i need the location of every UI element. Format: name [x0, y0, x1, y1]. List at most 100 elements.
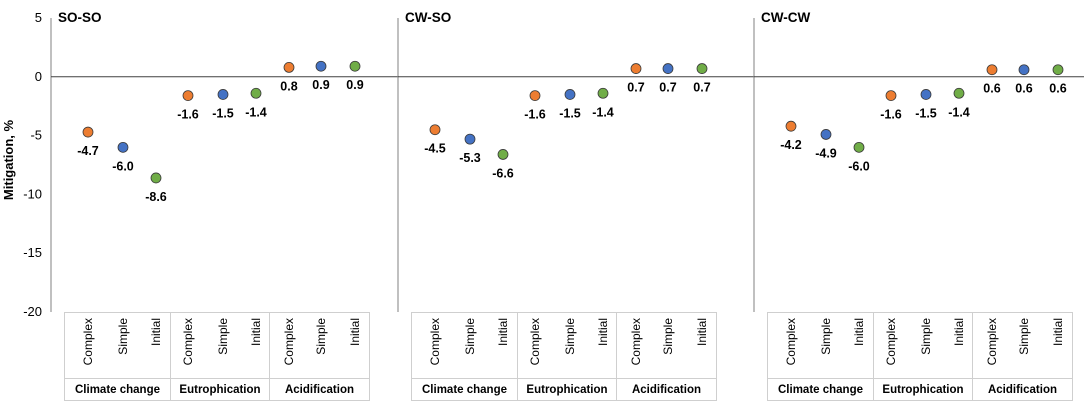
- data-label: -1.4: [592, 105, 614, 119]
- data-point-simple: [315, 60, 327, 72]
- data-point-complex: [885, 90, 897, 102]
- method-label: Complex: [81, 318, 95, 365]
- data-point-initial: [497, 149, 509, 160]
- method-label: Initial: [249, 318, 263, 346]
- data-label: 0.8: [280, 79, 297, 93]
- data-point-initial: [853, 141, 865, 153]
- y-tick-label: 5: [35, 10, 42, 25]
- panel-cw-so: CW-SO Climate change Eutrophication Acidifi…: [397, 10, 754, 401]
- data-label: -1.5: [559, 106, 581, 120]
- method-label: Simple: [919, 318, 933, 355]
- data-label: -4.7: [77, 144, 99, 158]
- data-point-initial: [349, 60, 361, 72]
- y-tick-label: 0: [35, 69, 42, 84]
- y-tick-label: -5: [30, 128, 42, 143]
- category-group-label: Eutrophication: [179, 384, 260, 396]
- data-point-initial: [597, 87, 609, 99]
- data-label: -6.0: [848, 159, 870, 173]
- category-group-label: Acidification: [988, 384, 1057, 396]
- data-label: -1.5: [915, 106, 937, 120]
- method-label: Initial: [695, 318, 709, 346]
- method-label: Complex: [428, 318, 442, 365]
- data-point-simple: [117, 141, 129, 153]
- data-label: -1.4: [245, 105, 267, 119]
- data-point-simple: [464, 133, 476, 145]
- method-label: Simple: [661, 318, 675, 355]
- method-label: Initial: [596, 318, 610, 346]
- data-point-simple: [820, 129, 832, 140]
- method-label: Simple: [314, 318, 328, 355]
- data-point-simple: [564, 89, 576, 100]
- data-label: -4.9: [815, 146, 837, 160]
- data-label: 0.7: [693, 81, 710, 95]
- data-point-initial: [696, 63, 708, 74]
- data-label: -6.0: [112, 159, 134, 173]
- category-group-label: Climate change: [422, 384, 507, 396]
- data-label: 0.7: [659, 81, 676, 95]
- category-group-label: Acidification: [285, 384, 354, 396]
- panel-title: CW-CW: [761, 10, 810, 25]
- category-group-label: Acidification: [632, 384, 701, 396]
- data-label: 0.9: [346, 78, 363, 92]
- data-label: 0.6: [1049, 82, 1066, 96]
- y-tick-label: -15: [23, 245, 42, 260]
- method-label: Simple: [1017, 318, 1031, 355]
- method-label: Initial: [348, 318, 362, 346]
- method-label: Initial: [1051, 318, 1065, 346]
- data-point-complex: [429, 124, 441, 136]
- panel-so-so: 5 0 -5 -10 -15 -20 SO-SO Climate change Eutrophi…: [23, 10, 398, 401]
- method-label: Simple: [819, 318, 833, 355]
- data-point-initial: [250, 87, 262, 99]
- data-point-complex: [986, 64, 998, 76]
- panel-title: SO-SO: [58, 10, 102, 25]
- y-tick-label: -20: [23, 304, 42, 319]
- data-label: -4.2: [780, 138, 802, 152]
- data-point-complex: [529, 90, 541, 102]
- data-label: -4.5: [424, 142, 446, 156]
- category-group-label: Climate change: [778, 384, 863, 396]
- category-group-label: Eutrophication: [526, 384, 607, 396]
- data-label: -1.4: [948, 105, 970, 119]
- method-label: Simple: [463, 318, 477, 355]
- method-label: Complex: [884, 318, 898, 365]
- data-point-complex: [82, 126, 94, 138]
- method-label: Simple: [216, 318, 230, 355]
- data-label: 0.6: [983, 82, 1000, 96]
- data-label: -1.6: [177, 108, 199, 122]
- data-point-complex: [785, 120, 797, 132]
- y-tick-label: -10: [23, 186, 42, 201]
- data-point-initial: [1052, 64, 1064, 76]
- y-axis-label: Mitigation, %: [1, 119, 16, 200]
- method-label: Initial: [852, 318, 866, 346]
- method-label: Initial: [496, 318, 510, 346]
- data-label: -1.6: [880, 108, 902, 122]
- data-point-simple: [662, 63, 674, 74]
- data-label: -8.6: [145, 190, 167, 204]
- method-label: Complex: [784, 318, 798, 365]
- panel-title: CW-SO: [405, 10, 451, 25]
- data-point-complex: [630, 63, 642, 74]
- data-point-simple: [920, 89, 932, 100]
- method-label: Complex: [181, 318, 195, 365]
- category-group-label-box: [616, 378, 717, 401]
- data-point-initial: [150, 172, 162, 184]
- method-label: Complex: [985, 318, 999, 365]
- data-label: 0.7: [627, 81, 644, 95]
- data-point-simple: [1018, 64, 1030, 76]
- category-group-label-box: [269, 378, 370, 401]
- method-label: Initial: [952, 318, 966, 346]
- data-point-simple: [217, 89, 229, 100]
- data-label: -6.6: [492, 166, 514, 180]
- category-group-label: Climate change: [75, 384, 160, 396]
- panel-cw-cw: CW-CW Climate change Eutrophication Acidifi…: [753, 10, 1084, 401]
- method-label: Complex: [282, 318, 296, 365]
- method-label: Complex: [528, 318, 542, 365]
- data-label: -5.3: [459, 151, 481, 165]
- data-point-complex: [182, 90, 194, 102]
- method-label: Complex: [629, 318, 643, 365]
- category-group-label-box: [972, 378, 1073, 401]
- category-group-label: Eutrophication: [882, 384, 963, 396]
- data-label: 0.6: [1015, 82, 1032, 96]
- method-label: Simple: [116, 318, 130, 355]
